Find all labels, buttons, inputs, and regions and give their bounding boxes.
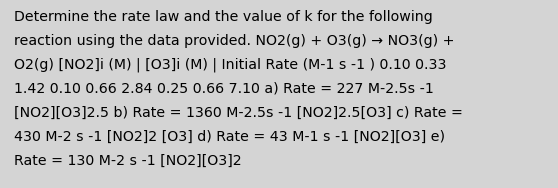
Text: 1.42 0.10 0.66 2.84 0.25 0.66 7.10 a) Rate = 227 M-2.5s -1: 1.42 0.10 0.66 2.84 0.25 0.66 7.10 a) Ra…	[14, 82, 434, 96]
Text: Determine the rate law and the value of k for the following: Determine the rate law and the value of …	[14, 10, 433, 24]
Text: reaction using the data provided. NO2(g) + O3(g) → NO3(g) +: reaction using the data provided. NO2(g)…	[14, 34, 455, 48]
Text: 430 M-2 s -1 [NO2]2 [O3] d) Rate = 43 M-1 s -1 [NO2][O3] e): 430 M-2 s -1 [NO2]2 [O3] d) Rate = 43 M-…	[14, 130, 445, 144]
Text: O2(g) [NO2]i (M) | [O3]i (M) | Initial Rate (M-1 s -1 ) 0.10 0.33: O2(g) [NO2]i (M) | [O3]i (M) | Initial R…	[14, 58, 446, 73]
Text: [NO2][O3]2.5 b) Rate = 1360 M-2.5s -1 [NO2]2.5[O3] c) Rate =: [NO2][O3]2.5 b) Rate = 1360 M-2.5s -1 [N…	[14, 106, 463, 120]
Text: Rate = 130 M-2 s -1 [NO2][O3]2: Rate = 130 M-2 s -1 [NO2][O3]2	[14, 154, 242, 168]
